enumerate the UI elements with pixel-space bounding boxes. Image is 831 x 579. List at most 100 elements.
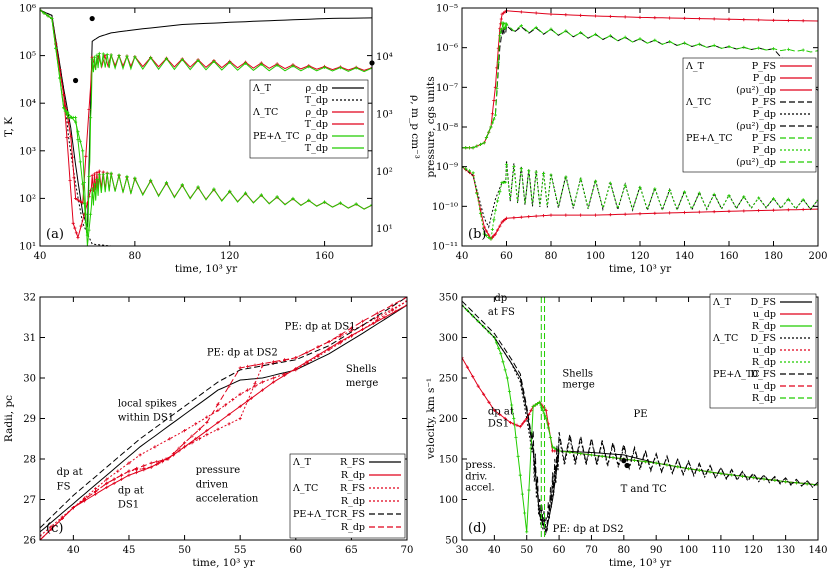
y-tick-label: 10¹ (19, 242, 36, 253)
series-marker (499, 27, 503, 31)
series-marker (529, 408, 533, 412)
series-marker (786, 197, 790, 201)
series-marker (487, 330, 491, 334)
series-marker (519, 167, 523, 171)
legend-label: D_FS (751, 369, 776, 380)
x-tick-label: 60 (553, 545, 566, 556)
x-tick-label: 80 (617, 545, 630, 556)
x-tick-label: 50 (520, 545, 533, 556)
series-marker (805, 482, 809, 486)
y-tick-label: 50 (445, 536, 458, 547)
series-marker (719, 471, 723, 476)
series-marker (697, 210, 701, 214)
series-marker (527, 488, 531, 492)
series-marker (504, 22, 509, 26)
series-marker (95, 177, 99, 182)
series-line (462, 304, 818, 536)
series-marker (81, 201, 85, 205)
series-marker (73, 120, 78, 124)
series-marker (370, 66, 372, 70)
series-marker (71, 506, 75, 510)
series-marker (54, 46, 58, 50)
series-marker (196, 185, 200, 189)
series-marker (464, 146, 468, 150)
legend-label: ρ_dp (306, 107, 329, 118)
series-marker (68, 178, 72, 183)
series-marker (490, 112, 495, 116)
series-marker (512, 165, 516, 169)
legend-group: Λ_TC (292, 483, 318, 494)
series-marker (519, 10, 523, 14)
series-marker (46, 14, 50, 18)
legend-group: PE+Λ_TC (253, 131, 300, 142)
legend-label: R_FS (340, 457, 365, 468)
series-marker (142, 466, 146, 471)
x-tick-label: 80 (128, 251, 141, 262)
series-marker (534, 214, 538, 218)
series-marker (259, 193, 263, 197)
series-marker (471, 375, 475, 379)
x-tick-label: 120 (220, 251, 239, 262)
annotation: PE: dp at DS2 (553, 524, 624, 535)
series-marker (668, 40, 672, 44)
series-marker (512, 216, 516, 220)
series-marker (682, 16, 687, 20)
series-marker (676, 465, 680, 469)
series-marker (338, 66, 342, 70)
series-marker (405, 299, 407, 303)
series-marker (653, 16, 657, 20)
series-marker (227, 412, 231, 417)
legend-box (682, 57, 817, 173)
plot-area-c (40, 297, 407, 540)
series-marker (197, 437, 202, 441)
series-marker (484, 234, 489, 238)
legend-label: R_FS (340, 509, 365, 520)
series-marker (228, 60, 232, 64)
series-marker (49, 524, 53, 529)
y-tick-label: 10⁵ (19, 51, 36, 62)
series-marker (81, 149, 85, 153)
series-marker (370, 66, 372, 70)
series-marker (727, 193, 731, 198)
series-marker (253, 381, 257, 385)
series-marker (327, 348, 331, 352)
series-marker (216, 408, 220, 412)
x-tick-label: 30 (456, 545, 469, 556)
series-marker (551, 445, 555, 449)
series-marker (291, 196, 295, 201)
x-tick-label: 100 (679, 545, 698, 556)
series-marker (643, 460, 647, 464)
legend-label: ρ_dp (306, 131, 329, 142)
y2-tick-label: 10⁴ (376, 52, 393, 63)
series-marker (579, 452, 583, 456)
x-axis-label: time, 10³ yr (609, 263, 672, 275)
series-marker (95, 53, 99, 57)
series-marker (168, 437, 172, 441)
series-marker (205, 429, 209, 433)
series-marker (465, 308, 469, 313)
series-marker (489, 237, 493, 241)
series-marker (653, 211, 657, 215)
legend-label: P_FS (752, 61, 776, 72)
series-marker (533, 403, 537, 407)
series-marker (375, 318, 379, 322)
series-marker (180, 57, 184, 62)
series-marker (801, 207, 805, 212)
series-marker (78, 139, 82, 143)
series-marker (786, 47, 790, 51)
series-marker (568, 450, 572, 454)
series-marker (125, 54, 129, 58)
series-marker (462, 303, 464, 307)
series-marker (245, 364, 250, 369)
series-marker (116, 469, 120, 473)
x-tick-label: 70 (585, 545, 598, 556)
data-point (89, 15, 95, 22)
series-marker (133, 176, 137, 180)
series-marker (238, 392, 242, 396)
series-marker (490, 121, 495, 125)
panel-c: 40 45 50 55 60 65 70 26 27 28 29 30 31 32 time, 10³ yr… (3, 293, 413, 570)
legend-group: Λ_TC (252, 107, 278, 118)
series-marker (66, 120, 71, 125)
